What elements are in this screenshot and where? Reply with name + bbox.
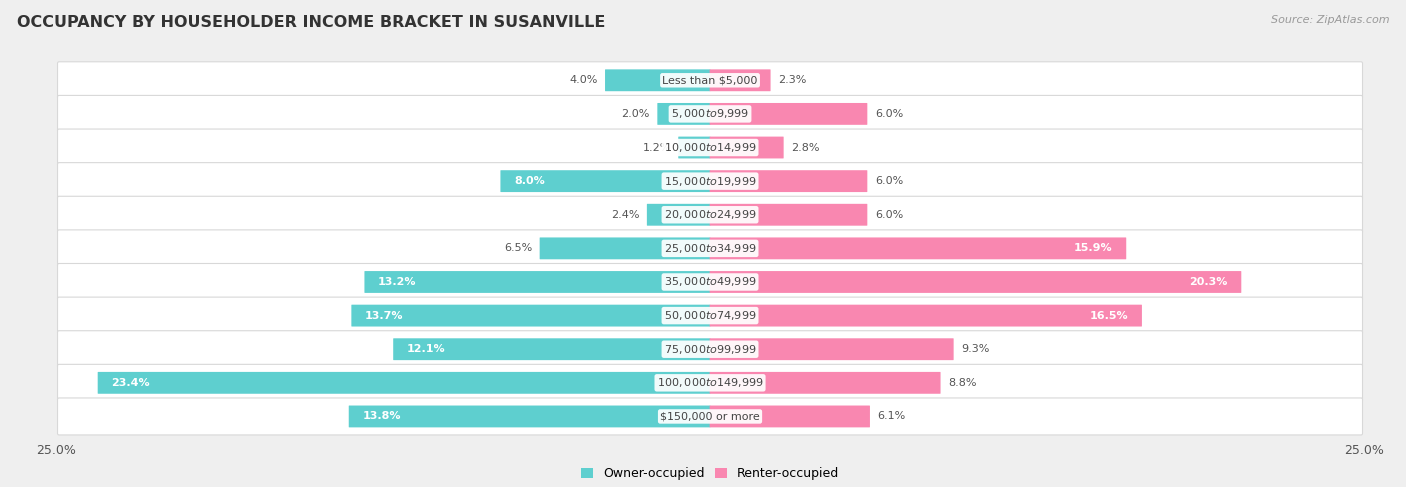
Text: $75,000 to $99,999: $75,000 to $99,999: [664, 343, 756, 356]
Text: Source: ZipAtlas.com: Source: ZipAtlas.com: [1271, 15, 1389, 25]
Text: 2.0%: 2.0%: [621, 109, 650, 119]
FancyBboxPatch shape: [710, 238, 1126, 259]
Text: $5,000 to $9,999: $5,000 to $9,999: [671, 108, 749, 120]
Text: 6.1%: 6.1%: [877, 412, 905, 421]
Text: 13.8%: 13.8%: [363, 412, 401, 421]
FancyBboxPatch shape: [647, 204, 710, 225]
FancyBboxPatch shape: [394, 338, 710, 360]
FancyBboxPatch shape: [710, 69, 770, 91]
Text: $15,000 to $19,999: $15,000 to $19,999: [664, 175, 756, 187]
Text: $100,000 to $149,999: $100,000 to $149,999: [657, 376, 763, 389]
FancyBboxPatch shape: [58, 331, 1362, 368]
FancyBboxPatch shape: [710, 338, 953, 360]
Text: 6.0%: 6.0%: [875, 210, 903, 220]
Text: 2.3%: 2.3%: [778, 75, 807, 85]
Text: OCCUPANCY BY HOUSEHOLDER INCOME BRACKET IN SUSANVILLE: OCCUPANCY BY HOUSEHOLDER INCOME BRACKET …: [17, 15, 605, 30]
FancyBboxPatch shape: [710, 136, 783, 158]
Legend: Owner-occupied, Renter-occupied: Owner-occupied, Renter-occupied: [575, 462, 845, 485]
Text: 9.3%: 9.3%: [962, 344, 990, 354]
Text: 6.5%: 6.5%: [503, 244, 533, 253]
Text: 13.7%: 13.7%: [364, 311, 404, 320]
Text: $20,000 to $24,999: $20,000 to $24,999: [664, 208, 756, 221]
Text: $25,000 to $34,999: $25,000 to $34,999: [664, 242, 756, 255]
FancyBboxPatch shape: [710, 372, 941, 394]
Text: 13.2%: 13.2%: [378, 277, 416, 287]
FancyBboxPatch shape: [501, 170, 710, 192]
FancyBboxPatch shape: [710, 305, 1142, 326]
Text: 12.1%: 12.1%: [406, 344, 446, 354]
Text: 2.4%: 2.4%: [612, 210, 640, 220]
FancyBboxPatch shape: [58, 398, 1362, 435]
FancyBboxPatch shape: [58, 263, 1362, 300]
FancyBboxPatch shape: [349, 406, 710, 428]
FancyBboxPatch shape: [540, 238, 710, 259]
FancyBboxPatch shape: [58, 297, 1362, 334]
FancyBboxPatch shape: [605, 69, 710, 91]
Text: Less than $5,000: Less than $5,000: [662, 75, 758, 85]
Text: 6.0%: 6.0%: [875, 176, 903, 186]
Text: $50,000 to $74,999: $50,000 to $74,999: [664, 309, 756, 322]
FancyBboxPatch shape: [352, 305, 710, 326]
FancyBboxPatch shape: [678, 136, 710, 158]
Text: 23.4%: 23.4%: [111, 378, 150, 388]
FancyBboxPatch shape: [58, 230, 1362, 267]
Text: 6.0%: 6.0%: [875, 109, 903, 119]
FancyBboxPatch shape: [58, 163, 1362, 200]
Text: 16.5%: 16.5%: [1090, 311, 1129, 320]
FancyBboxPatch shape: [710, 406, 870, 428]
Text: 1.2%: 1.2%: [643, 143, 671, 152]
FancyBboxPatch shape: [364, 271, 710, 293]
Text: $35,000 to $49,999: $35,000 to $49,999: [664, 276, 756, 288]
FancyBboxPatch shape: [58, 62, 1362, 99]
FancyBboxPatch shape: [58, 196, 1362, 233]
FancyBboxPatch shape: [58, 129, 1362, 166]
Text: 8.8%: 8.8%: [948, 378, 977, 388]
FancyBboxPatch shape: [710, 204, 868, 225]
Text: 20.3%: 20.3%: [1189, 277, 1227, 287]
Text: 4.0%: 4.0%: [569, 75, 598, 85]
Text: 8.0%: 8.0%: [515, 176, 544, 186]
Text: 2.8%: 2.8%: [792, 143, 820, 152]
FancyBboxPatch shape: [58, 95, 1362, 132]
FancyBboxPatch shape: [710, 271, 1241, 293]
Text: $150,000 or more: $150,000 or more: [661, 412, 759, 421]
FancyBboxPatch shape: [710, 103, 868, 125]
Text: 15.9%: 15.9%: [1074, 244, 1112, 253]
FancyBboxPatch shape: [710, 170, 868, 192]
FancyBboxPatch shape: [58, 364, 1362, 401]
Text: $10,000 to $14,999: $10,000 to $14,999: [664, 141, 756, 154]
FancyBboxPatch shape: [658, 103, 710, 125]
FancyBboxPatch shape: [97, 372, 710, 394]
